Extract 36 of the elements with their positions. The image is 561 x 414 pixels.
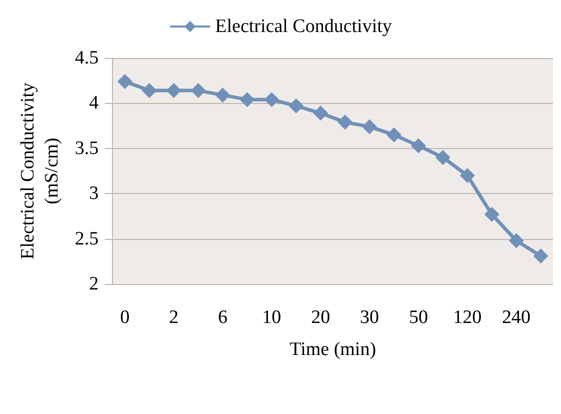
- x-tick-label: 120: [453, 307, 482, 328]
- y-tick-label: 3.5: [74, 138, 99, 159]
- point: [288, 98, 304, 114]
- y-tick-label: 2: [89, 274, 99, 294]
- y-tick-label: 3: [89, 183, 99, 204]
- point: [484, 206, 500, 222]
- point: [410, 138, 426, 154]
- point: [533, 248, 548, 264]
- point: [386, 127, 402, 142]
- point: [313, 106, 328, 121]
- point: [362, 119, 378, 134]
- point: [460, 168, 475, 184]
- x-axis-title: Time (min): [290, 339, 376, 360]
- y-tick-label: 4.5: [74, 48, 99, 68]
- point: [142, 83, 157, 98]
- point: [508, 233, 524, 248]
- point: [240, 92, 255, 108]
- point: [117, 74, 132, 90]
- point: [264, 92, 280, 108]
- x-tick-label: 50: [408, 307, 428, 328]
- x-tick-label: 20: [311, 307, 330, 328]
- y-tick-label: 4: [89, 92, 100, 114]
- point: [215, 88, 230, 103]
- point: [338, 114, 353, 130]
- x-tick-label: 240: [502, 307, 531, 328]
- x-tick-label: 6: [218, 307, 228, 328]
- x-tick-label: 0: [120, 307, 130, 328]
- x-tick-label: 30: [360, 307, 380, 328]
- y-tick-label: 2.5: [74, 228, 99, 250]
- point: [190, 83, 206, 98]
- x-tick-label: 2: [169, 307, 179, 328]
- x-tick-label: 10: [262, 307, 282, 328]
- y-axis-title: Electrical Conductivity (mS/cm): [18, 82, 62, 260]
- legend-label: Electrical Conductivity: [215, 16, 392, 37]
- point: [435, 150, 450, 165]
- point: [166, 83, 182, 98]
